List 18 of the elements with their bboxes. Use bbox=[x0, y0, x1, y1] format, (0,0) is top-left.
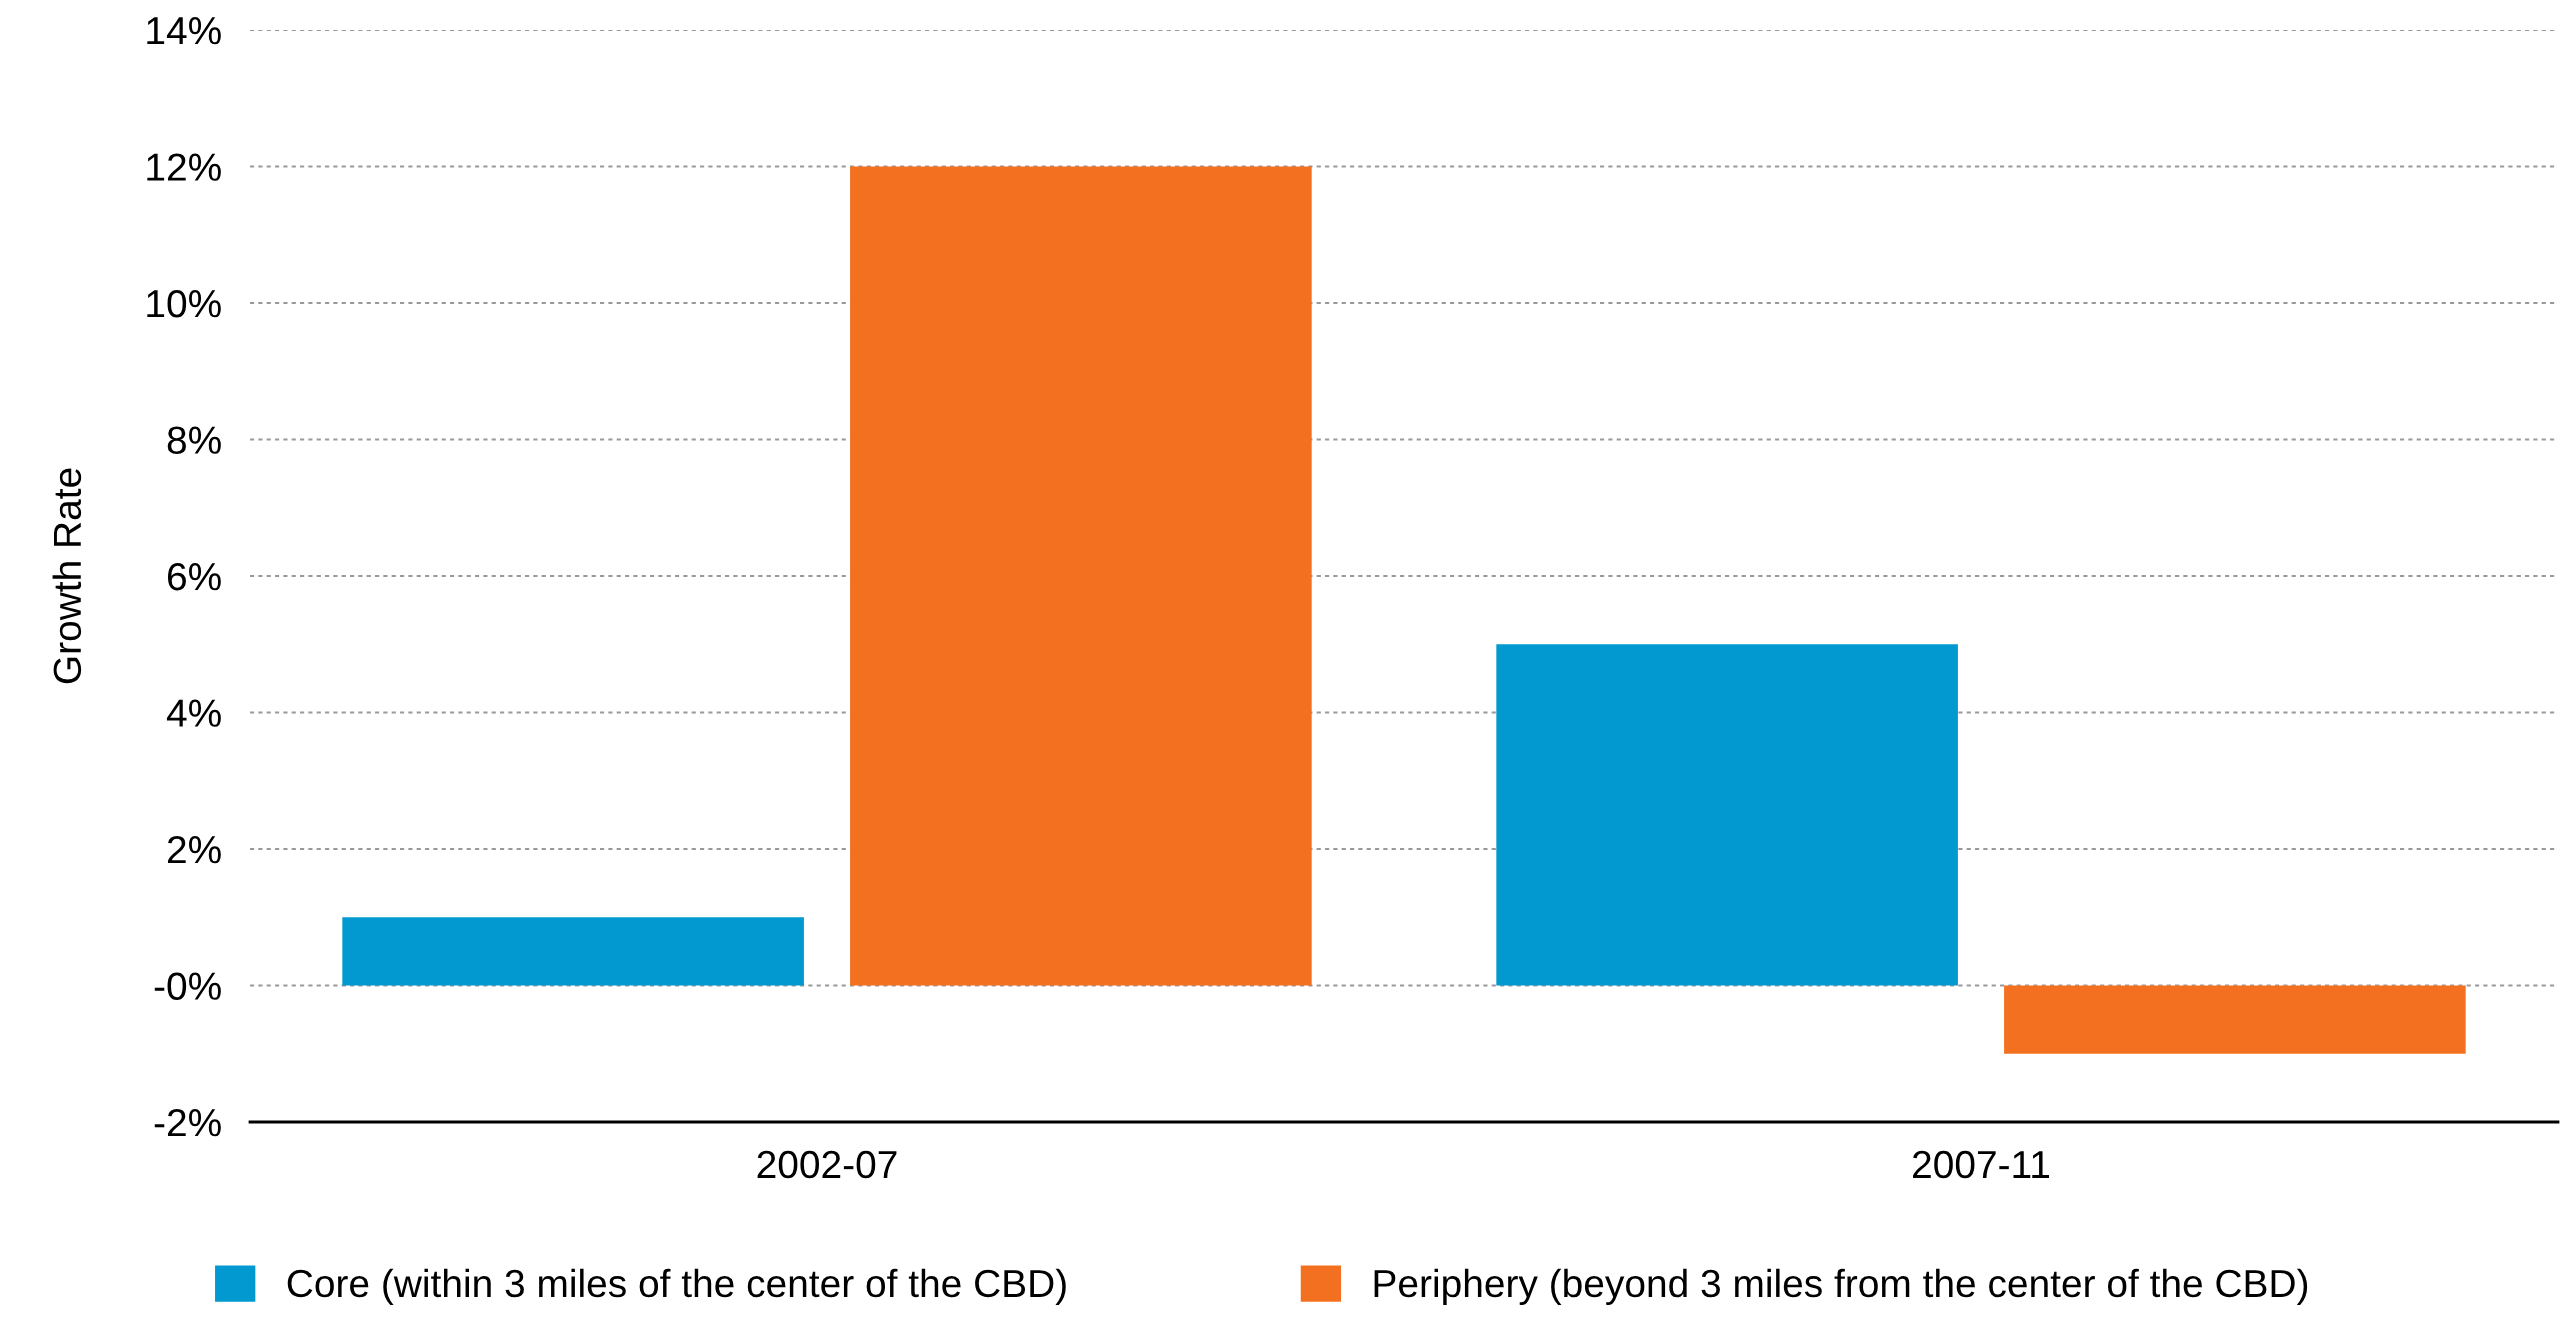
y-tick-label: -0% bbox=[154, 972, 221, 1000]
y-tick-label: 2% bbox=[167, 835, 221, 864]
bar bbox=[2004, 985, 2466, 1054]
x-tick-label: 2002-07 bbox=[757, 1150, 897, 1179]
y-axis-title: Growth Rate bbox=[52, 468, 82, 684]
x-tick-label: 2007-11 bbox=[1913, 1150, 2050, 1179]
y-tick-label: 10% bbox=[147, 289, 221, 318]
bar bbox=[850, 166, 1312, 986]
y-tick-label: 14% bbox=[147, 17, 221, 45]
y-tick-label: 6% bbox=[167, 562, 221, 591]
y-tick-label: -2% bbox=[154, 1108, 221, 1137]
bar bbox=[342, 917, 804, 986]
legend-label: Periphery (beyond 3 miles from the center of the CBD) bbox=[1374, 1268, 2308, 1305]
bar bbox=[1496, 644, 1958, 986]
y-tick-label: 12% bbox=[147, 153, 221, 181]
y-tick-label: 8% bbox=[167, 426, 221, 454]
y-tick-label: 4% bbox=[166, 699, 221, 727]
legend-label: Core (within 3 miles of the center of the CBD) bbox=[287, 1268, 1066, 1305]
